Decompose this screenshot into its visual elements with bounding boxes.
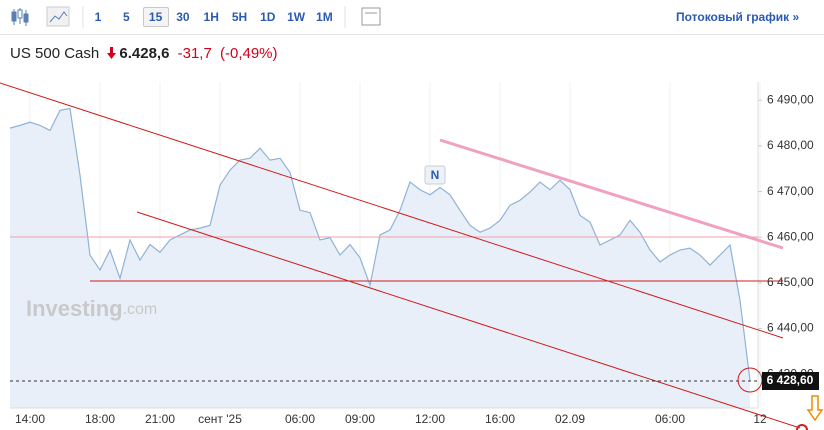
y-tick-label: 6 440,00 <box>767 321 814 335</box>
x-tick-label: 16:00 <box>485 412 515 426</box>
interval-button[interactable]: 30 <box>176 10 190 24</box>
settings-icon[interactable] <box>361 7 381 26</box>
watermark-text: Investing <box>26 296 123 321</box>
marker-box[interactable] <box>424 165 446 185</box>
interval-button[interactable]: 5H <box>231 10 248 24</box>
area-icon-line <box>49 11 68 23</box>
x-tick-label: 06:00 <box>285 412 315 426</box>
drawn-line <box>439 138 784 250</box>
x-tick-label: сент '25 <box>198 412 242 426</box>
price-label: 6 428,60 <box>767 373 814 387</box>
down-arrow <box>107 47 117 60</box>
toolbar-icons <box>11 6 381 28</box>
x-tick-label: 18:00 <box>85 412 115 426</box>
price: 6.428,6 <box>119 44 170 62</box>
drawn-line <box>136 211 801 429</box>
interval-button[interactable]: 5 <box>122 10 130 24</box>
stream-link[interactable]: Потоковый график » <box>676 10 800 24</box>
change: -31,7 <box>177 44 212 62</box>
interval-button[interactable]: 1M <box>316 10 333 24</box>
x-tick-label: 12 <box>753 412 767 426</box>
x-tick-label: 06:00 <box>655 412 685 426</box>
instrument: US 500 Cash <box>10 44 100 62</box>
interval-button[interactable]: 1D <box>260 10 276 24</box>
y-tick-label: 6 480,00 <box>767 138 814 152</box>
price-label-box <box>762 372 819 390</box>
x-tick-label: 14:00 <box>15 412 45 426</box>
drawn-arrow <box>806 395 824 422</box>
y-tick-label: 6 490,00 <box>767 92 814 106</box>
x-tick-label: 09:00 <box>345 412 375 426</box>
price-line-series <box>9 107 751 381</box>
drawn-line <box>0 82 784 339</box>
toolbar: 1 5 15 30 1H 5H 1D 1W 1M Потоковый график » <box>0 0 824 35</box>
area-fill <box>10 108 750 408</box>
marker-text: N <box>431 168 440 182</box>
y-tick-label: 6 460,00 <box>767 229 814 243</box>
drawn-circle <box>796 424 808 430</box>
candles-icon[interactable] <box>11 8 29 26</box>
interval-button[interactable]: 1 <box>94 10 102 24</box>
x-tick-label: 02.09 <box>555 412 585 426</box>
plot <box>9 107 751 408</box>
change-pct: (-0,49%) <box>219 44 278 62</box>
area-icon[interactable] <box>46 6 70 27</box>
interval-button[interactable]: 1H <box>203 10 219 24</box>
interval-button[interactable]: 1W <box>287 10 306 24</box>
interval-button[interactable]: 15 <box>142 7 169 27</box>
watermark-suffix: .com <box>123 301 158 318</box>
y-tick-label: 6 450,00 <box>767 275 814 289</box>
y-tick-label: 6 470,00 <box>767 184 814 198</box>
x-tick-label: 12:00 <box>415 412 445 426</box>
watermark: Investing.com <box>26 296 157 321</box>
header: US 500 Cash 6.428,6 -31,7 (-0,49%) <box>10 44 282 62</box>
x-tick-label: 21:00 <box>145 412 175 426</box>
